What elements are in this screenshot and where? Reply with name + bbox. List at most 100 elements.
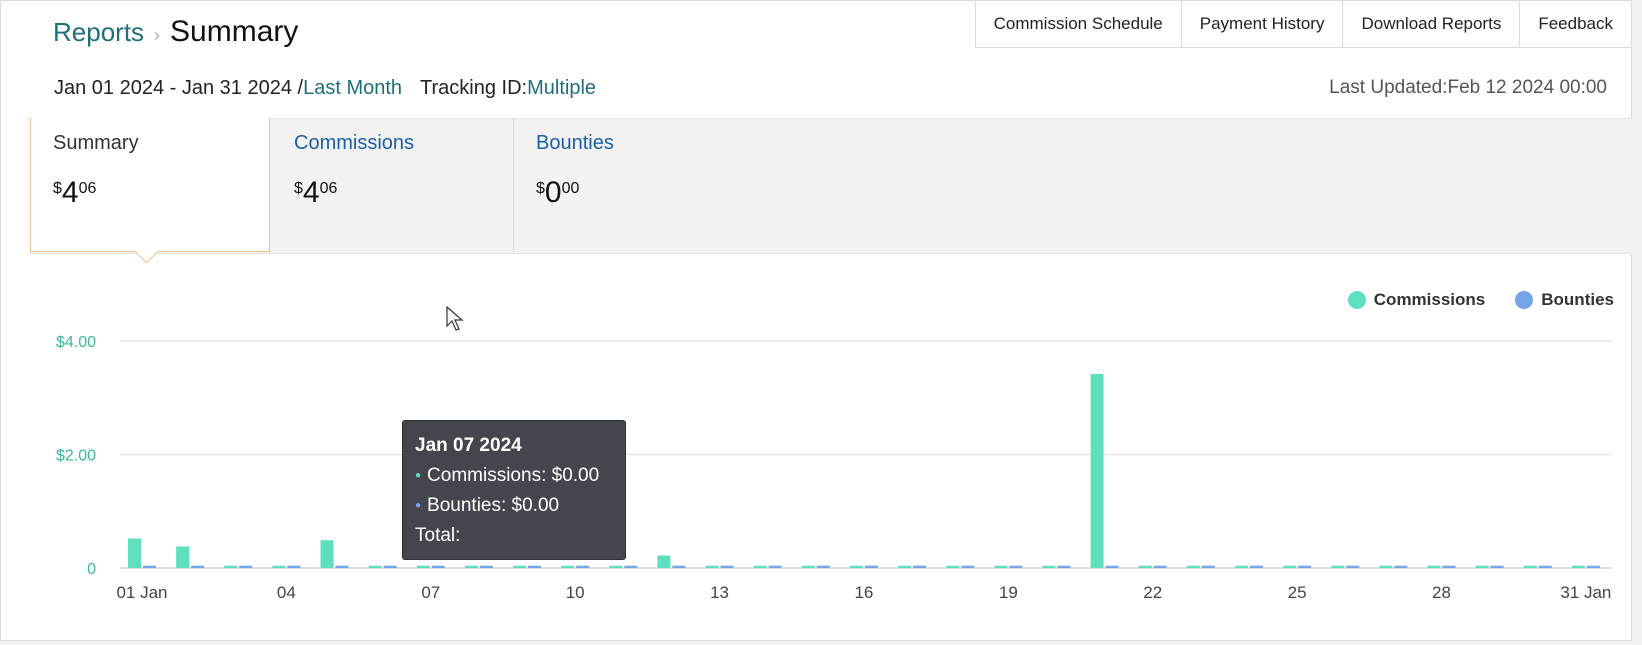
bounties-bar bbox=[1298, 565, 1312, 568]
date-range-line: Jan 01 2024 - Jan 31 2024 /Last Month Tra… bbox=[54, 77, 596, 100]
commissions-bar bbox=[561, 565, 575, 568]
chart-tooltip: Jan 07 2024 ● Commissions: $0.00 ● Bountie… bbox=[402, 420, 626, 560]
x-tick-label: 10 bbox=[566, 583, 585, 602]
tab-summary-label: Summary bbox=[53, 132, 139, 154]
tab-commissions-amount: $406 bbox=[294, 176, 338, 209]
y-tick-label: 0 bbox=[87, 561, 96, 578]
bounties-bar bbox=[672, 565, 686, 568]
commissions-bar bbox=[1283, 565, 1297, 568]
x-tick-label: 16 bbox=[854, 583, 873, 602]
last-month-link[interactable]: Last Month bbox=[303, 77, 403, 99]
bounties-bar bbox=[1153, 565, 1167, 568]
tab-bounties-label: Bounties bbox=[536, 132, 614, 154]
commissions-bar bbox=[1379, 565, 1393, 568]
tooltip-bounties-row: ● Bounties: $0.00 bbox=[415, 495, 560, 517]
bounties-bar bbox=[431, 565, 445, 568]
commissions-bar bbox=[1475, 565, 1489, 568]
tab-bounties-amount: $000 bbox=[536, 176, 580, 209]
legend-commissions[interactable]: Commissions bbox=[1347, 290, 1486, 310]
bounties-bar bbox=[479, 565, 493, 568]
x-tick-label: 04 bbox=[277, 583, 296, 602]
commissions-bar bbox=[753, 565, 767, 568]
tooltip-date: Jan 07 2024 bbox=[415, 435, 522, 456]
commissions-bar bbox=[224, 565, 238, 568]
x-tick-label: 07 bbox=[421, 583, 440, 602]
tab-bounties[interactable]: Bounties $000 bbox=[514, 118, 754, 252]
mouse-pointer-icon bbox=[446, 306, 464, 331]
tracking-id-link[interactable]: Multiple bbox=[527, 77, 597, 99]
commissions-bar bbox=[609, 565, 623, 568]
tab-summary[interactable]: Summary $406 bbox=[30, 118, 270, 252]
commissions-bar bbox=[994, 565, 1008, 568]
bounties-bar bbox=[528, 565, 542, 568]
commissions-bar bbox=[946, 565, 960, 568]
bounties-bar bbox=[720, 565, 734, 568]
commissions-bar bbox=[464, 565, 478, 568]
legend-bounties-label: Bounties bbox=[1541, 290, 1614, 309]
commissions-bar bbox=[176, 546, 190, 568]
download-reports-link[interactable]: Download Reports bbox=[1342, 1, 1520, 48]
chart-legend: Commissions Bounties bbox=[1318, 290, 1614, 310]
commissions-bar bbox=[1571, 565, 1585, 568]
y-tick-label: $2.00 bbox=[56, 448, 96, 465]
legend-bounties[interactable]: Bounties bbox=[1515, 290, 1614, 310]
commissions-bar bbox=[513, 565, 527, 568]
x-tick-label: 28 bbox=[1432, 583, 1451, 602]
commissions-bar bbox=[1234, 565, 1248, 568]
bounties-bar bbox=[383, 565, 397, 568]
commissions-bar bbox=[801, 565, 815, 568]
commission-schedule-link[interactable]: Commission Schedule bbox=[974, 1, 1181, 48]
x-tick-label: 01 Jan bbox=[116, 583, 167, 602]
bounties-bar bbox=[1538, 565, 1552, 568]
bounties-bar bbox=[1346, 565, 1360, 568]
bounties-bar bbox=[1009, 565, 1023, 568]
bounties-bar bbox=[239, 565, 253, 568]
commissions-bar bbox=[320, 540, 334, 568]
commissions-swatch-icon bbox=[1347, 291, 1366, 309]
legend-commissions-label: Commissions bbox=[1373, 290, 1486, 309]
x-tick-label: 19 bbox=[999, 583, 1018, 602]
bounties-bar bbox=[1249, 565, 1263, 568]
commissions-bar bbox=[898, 565, 912, 568]
bounties-bar bbox=[1586, 565, 1600, 568]
x-tick-label: 13 bbox=[710, 583, 729, 602]
y-tick-label: $4.00 bbox=[56, 334, 96, 351]
bounties-bar bbox=[1057, 565, 1071, 568]
x-tick-label: 31 Jan bbox=[1560, 583, 1611, 602]
last-updated-text: Last Updated:Feb 12 2024 00:00 bbox=[1329, 77, 1607, 98]
breadcrumb-reports-link[interactable]: Reports bbox=[53, 17, 145, 47]
commissions-bar bbox=[1042, 565, 1056, 568]
tooltip-total-row: Total: bbox=[415, 525, 461, 547]
breadcrumb: Reports › Summary bbox=[53, 15, 298, 49]
tab-summary-amount: $406 bbox=[53, 176, 97, 209]
page-title: Summary bbox=[170, 15, 299, 48]
commissions-bar bbox=[1090, 373, 1104, 568]
summary-tabs-bar bbox=[30, 118, 1632, 254]
tab-divider bbox=[513, 118, 514, 252]
commissions-bar bbox=[128, 538, 141, 568]
bounties-bar bbox=[913, 565, 927, 568]
commissions-bar bbox=[368, 565, 382, 568]
payment-history-link[interactable]: Payment History bbox=[1180, 1, 1343, 48]
tooltip-commissions-row: ● Commissions: $0.00 bbox=[415, 465, 600, 487]
bounties-bar bbox=[1105, 565, 1119, 568]
breadcrumb-chevron-icon: › bbox=[154, 25, 161, 45]
commissions-bar bbox=[657, 555, 671, 568]
tab-commissions[interactable]: Commissions $406 bbox=[272, 118, 512, 252]
bounties-bar bbox=[1394, 565, 1408, 568]
bounties-bar bbox=[1442, 565, 1456, 568]
bounties-swatch-icon bbox=[1515, 291, 1534, 309]
feedback-link[interactable]: Feedback bbox=[1519, 1, 1631, 48]
top-nav: Commission Schedule Payment History Down… bbox=[974, 1, 1631, 48]
date-range-text: Jan 01 2024 - Jan 31 2024 / bbox=[54, 77, 304, 99]
bounties-bar bbox=[961, 565, 975, 568]
commissions-bar bbox=[272, 565, 286, 568]
bounties-bar bbox=[864, 565, 878, 568]
tab-commissions-label: Commissions bbox=[294, 132, 415, 154]
commissions-bar bbox=[416, 565, 430, 568]
commissions-bar bbox=[1331, 565, 1345, 568]
commissions-bar bbox=[1186, 565, 1200, 568]
x-tick-label: 25 bbox=[1288, 583, 1307, 602]
